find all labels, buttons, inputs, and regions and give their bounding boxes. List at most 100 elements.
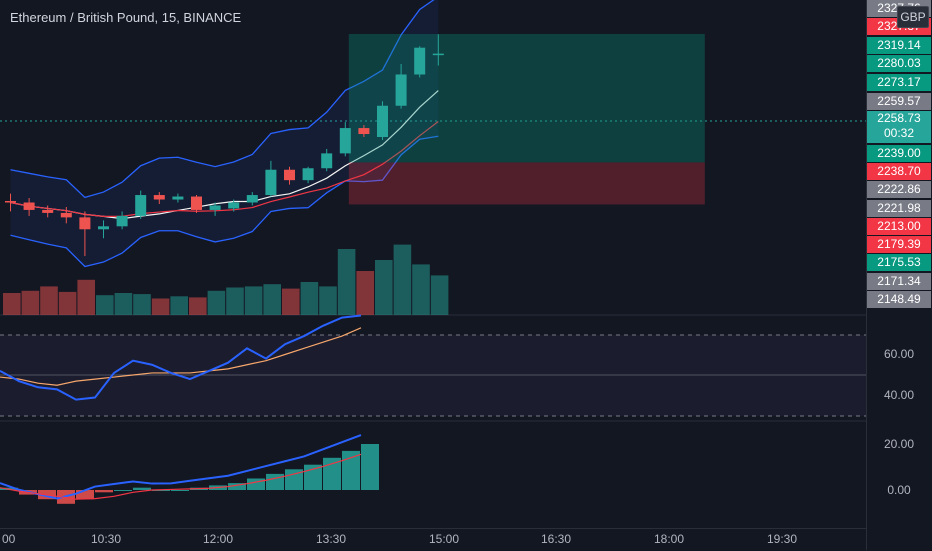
macd-histogram-bar [266,473,284,490]
candle-body [302,168,314,181]
symbol-title[interactable]: Ethereum / British Pound, 15, BINANCE [10,10,242,25]
macd-histogram-bar [76,490,94,500]
rsi-tick-40: 40.00 [883,388,915,402]
price-axis[interactable]: 2327.762327.872319.142280.032273.172259.… [866,0,932,550]
volume-bar [337,249,356,315]
time-label: 13:30 [315,532,347,546]
volume-bar [375,260,393,315]
volume-bar [189,297,207,315]
price-label: 2148.49 [867,291,931,308]
profit-zone [348,34,705,163]
candle-body [265,169,277,196]
bollinger-upper [10,0,435,199]
macd-histogram-bar [285,469,303,490]
candle-body [23,202,35,210]
candle-body [98,226,109,230]
macd-histogram-bar [114,490,132,491]
candle-body [209,205,221,210]
macd-histogram-bar [152,490,170,491]
volume-bar [282,288,300,315]
volume-bar [226,287,244,315]
candle-body [414,47,426,75]
rsi-line [0,314,362,401]
price-label: 2221.98 [867,200,931,217]
volume-bar [151,298,170,315]
time-label: 10:30 [90,532,122,546]
volume-bar [77,279,95,315]
volume-bar [430,275,449,315]
macd-histogram-bar [361,444,379,490]
candle-body [321,153,333,169]
macd-histogram-bar [247,478,265,490]
current-price: 2258.73 [877,111,921,125]
time-label: 16:30 [540,532,572,546]
candle-body [228,202,240,209]
macd-signal-line [0,453,362,500]
candle-body [339,128,351,154]
price-label: 2319.14 [867,37,931,54]
bollinger-fill [10,0,439,267]
time-label: 00 [2,532,16,546]
price-label: 2213.00 [867,218,931,235]
candle-body [116,215,128,227]
volume-bar [21,290,40,315]
macd-histogram-bar [304,464,322,490]
price-label: 2280.03 [867,55,931,72]
macd-histogram-bar [323,457,341,490]
candle-body [358,128,370,135]
volume-bar [170,296,188,315]
candle-body [246,195,258,203]
price-label: 2171.34 [867,273,931,290]
ma-slow-line [10,121,439,217]
candle-body [377,105,388,138]
macd-histogram-bar [171,490,189,491]
volume-bar [300,282,319,315]
price-label: 2179.39 [867,236,931,253]
candle-body [432,53,444,56]
rsi-tick-60: 60.00 [883,347,915,361]
candle-body [42,209,54,213]
candle-body [135,195,147,216]
time-axis[interactable]: 00 10:30 12:00 13:30 15:00 16:30 18:00 19:30 [0,528,866,551]
volume-bar [263,284,281,315]
macd-line [0,434,362,500]
volume-bar [207,290,226,315]
candle-body [191,196,202,210]
rsi-ma-line [0,327,362,386]
macd-histogram-bar [95,490,113,493]
volume-bar [244,286,263,315]
macd-histogram-bar [342,450,360,490]
price-label: 2239.00 [867,145,931,162]
volume-bar [356,271,374,315]
time-label: 15:00 [428,532,460,546]
candle-body [5,201,16,203]
volume-bar [133,294,151,315]
chart-area[interactable]: Ethereum / British Pound, 15, BINANCE [0,0,866,528]
price-label: 2222.86 [867,181,931,198]
volume-bar [58,291,77,315]
candle-body [153,195,165,200]
price-label: 2175.53 [867,254,931,271]
candle-body [172,196,184,200]
loss-zone [348,162,705,205]
volume-bar [3,293,21,315]
bollinger-lower [10,135,439,268]
candle-body [60,212,72,218]
time-label: 12:00 [202,532,234,546]
volume-bar [96,295,114,315]
price-label: 2258.73 00:32 [867,111,931,143]
volume-bar [412,264,430,315]
currency-button[interactable]: GBP [897,6,929,28]
price-label: 2273.17 [867,74,931,91]
candle-body [284,169,295,181]
macd-histogram-bar [133,487,151,490]
macd-tick-0: 0.00 [887,483,911,497]
bar-countdown: 00:32 [883,126,915,140]
macd-tick-20: 20.00 [883,437,915,451]
price-label: 2259.57 [867,93,931,110]
chart-canvas[interactable] [0,0,866,528]
candle-body [395,74,407,106]
macd-histogram-bar [228,483,246,490]
time-label: 18:00 [653,532,685,546]
time-label: 19:30 [766,532,798,546]
